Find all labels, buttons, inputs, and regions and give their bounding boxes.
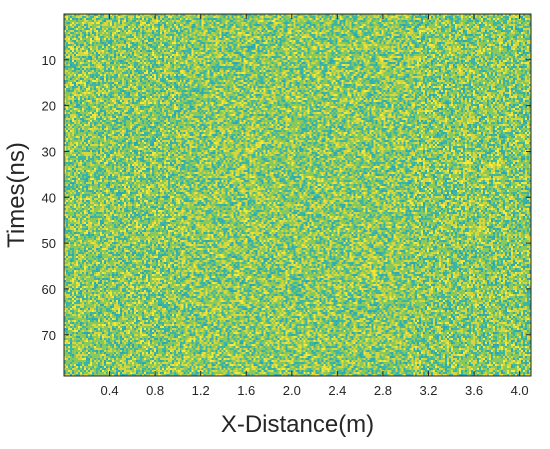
y-axis-ticks: 10 20 30 40 50 60 70 [42,53,531,343]
x-tick-label: 0.8 [146,383,164,398]
heatmap-image [64,14,531,376]
x-tick-label: 1.6 [237,383,255,398]
y-tick-label: 10 [42,53,56,68]
y-tick-label: 30 [42,144,56,159]
x-axis-title: X-Distance(m) [221,411,374,438]
x-tick-label: 4.0 [511,383,529,398]
x-tick-label: 2.4 [328,383,346,398]
x-tick-label: 0.4 [101,383,119,398]
x-tick-label: 1.2 [192,383,210,398]
x-tick-label: 2.8 [374,383,392,398]
y-tick-label: 70 [42,328,56,343]
plot-frame [63,13,532,377]
x-axis-ticks: 0.4 0.8 1.2 1.6 2.0 2.4 2.8 3.2 3.6 4.0 [101,14,529,398]
y-tick-label: 50 [42,236,56,251]
y-tick-label: 60 [42,282,56,297]
y-tick-label: 40 [42,190,56,205]
x-tick-label: 2.0 [283,383,301,398]
x-tick-label: 3.6 [465,383,483,398]
y-axis-title: Times(ns) [3,142,30,248]
y-tick-label: 20 [42,99,56,114]
x-tick-label: 3.2 [419,383,437,398]
